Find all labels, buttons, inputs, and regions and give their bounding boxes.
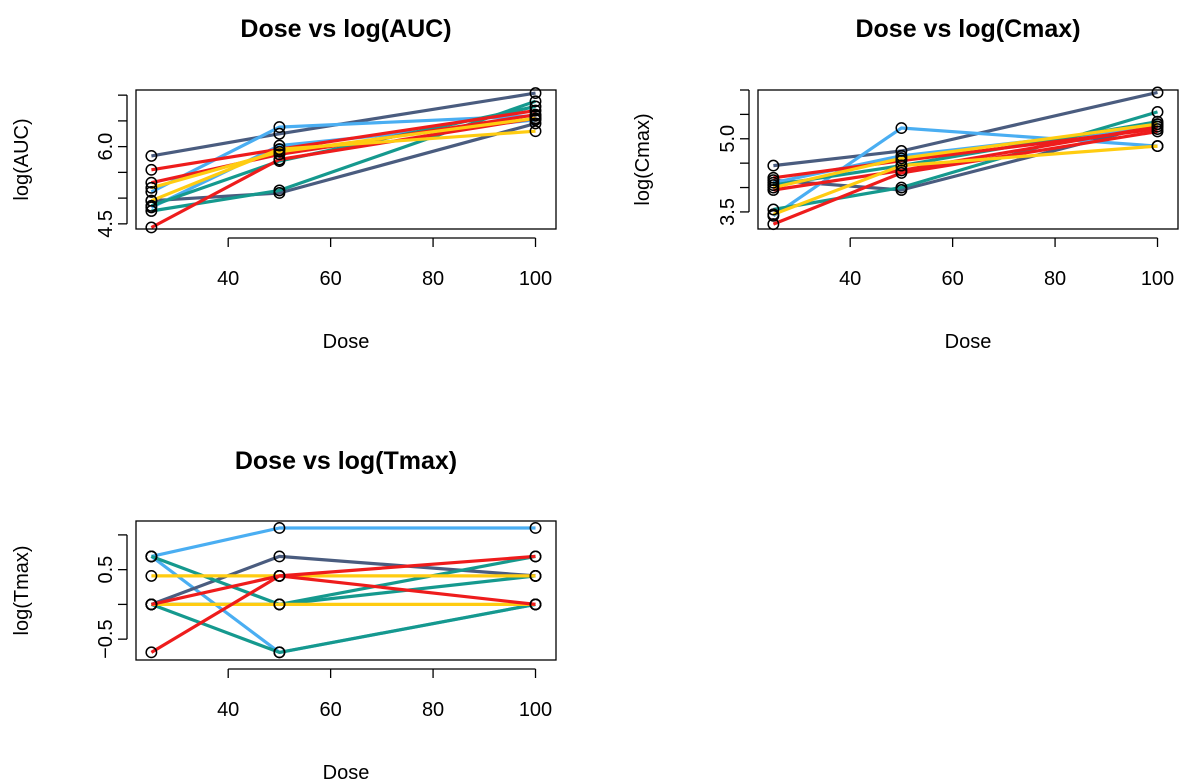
data-point <box>273 139 286 152</box>
data-point <box>767 208 780 221</box>
x-tick-label: 80 <box>1044 268 1066 290</box>
data-point <box>529 550 542 563</box>
x-tick-label: 60 <box>320 699 342 721</box>
y-tick-label: 6.0 <box>95 133 117 161</box>
data-point <box>1151 86 1164 99</box>
series-line-9 <box>772 129 1158 226</box>
data-point <box>895 181 908 194</box>
series-line-3 <box>150 114 536 194</box>
y-axis-label: log(Tmax) <box>11 545 33 635</box>
x-axis-label: Dose <box>323 762 370 784</box>
data-point <box>529 100 542 113</box>
data-point <box>273 646 286 659</box>
data-point <box>145 176 158 189</box>
y-tick-label: 0.5 <box>95 556 117 584</box>
data-point <box>529 117 542 130</box>
x-tick-label: 40 <box>217 699 239 721</box>
chart-title: Dose vs log(Cmax) <box>855 15 1080 43</box>
data-point <box>895 166 908 179</box>
data-point <box>1151 125 1164 138</box>
data-point <box>145 185 158 198</box>
plot-frame <box>135 89 557 230</box>
data-point <box>145 181 158 194</box>
x-tick-label: 80 <box>422 268 444 290</box>
data-point <box>273 145 286 158</box>
data-point <box>145 221 158 234</box>
data-point <box>529 87 542 100</box>
chart-title: Dose vs log(AUC) <box>240 15 451 43</box>
data-point <box>145 194 158 207</box>
series-line-2 <box>151 121 536 203</box>
data-point <box>767 181 780 194</box>
plot-frame <box>135 520 557 661</box>
data-point <box>767 159 780 172</box>
data-point <box>273 550 286 563</box>
data-point <box>145 598 158 611</box>
chart-panel-2: Dose vs log(Cmax) 40 60 80 100 Dose 3.5 5.0 log(… <box>632 15 1179 353</box>
x-tick-label: 100 <box>1141 268 1174 290</box>
series-line-10 <box>151 574 536 606</box>
x-tick-label: 100 <box>519 268 552 290</box>
x-tick-label: 60 <box>942 268 964 290</box>
y-tick-label: −0.5 <box>95 619 117 658</box>
y-tick-label: 5.0 <box>717 125 739 153</box>
x-tick-label: 60 <box>320 268 342 290</box>
chart-panel-1: Dose vs log(AUC) 40 60 80 100 Dose 4.5 6.0 log(A… <box>11 15 557 353</box>
data-point <box>895 159 908 172</box>
series-line-11 <box>773 122 1158 190</box>
data-point <box>273 127 286 140</box>
series-line-1 <box>151 526 536 558</box>
data-point <box>529 598 542 611</box>
y-tick-label: 4.5 <box>95 210 117 238</box>
chart-title: Dose vs log(Tmax) <box>235 447 457 475</box>
data-point <box>145 550 158 563</box>
data-point <box>529 104 542 117</box>
x-tick-label: 100 <box>519 699 552 721</box>
series-line-5 <box>150 602 536 655</box>
data-point <box>1151 140 1164 153</box>
x-tick-label: 80 <box>422 699 444 721</box>
y-axis-label: log(Cmax) <box>632 113 654 205</box>
data-point <box>273 569 286 582</box>
data-point <box>145 149 158 162</box>
data-point <box>1151 118 1164 131</box>
plot-frame <box>757 89 1179 230</box>
x-axis-label: Dose <box>323 331 370 353</box>
data-point <box>273 522 286 534</box>
data-point <box>529 522 542 534</box>
data-point <box>529 125 542 138</box>
x-tick-label: 40 <box>217 268 239 290</box>
data-point <box>145 163 158 176</box>
series-line-1 <box>151 91 536 158</box>
data-point <box>767 203 780 216</box>
data-point <box>145 646 158 659</box>
data-point <box>529 95 542 108</box>
data-point <box>145 569 158 582</box>
y-tick-label: 3.5 <box>717 198 739 226</box>
data-point <box>529 569 542 582</box>
data-point <box>273 598 286 611</box>
data-point <box>529 112 542 125</box>
data-point <box>273 121 286 134</box>
series-line-3 <box>150 554 536 606</box>
x-axis-label: Dose <box>945 331 992 353</box>
chart-panel-3: Dose vs log(Tmax) 40 60 80 100 Dose −0.5 0.5 log… <box>11 447 557 784</box>
series-line-10 <box>150 129 536 203</box>
data-point <box>145 199 158 212</box>
data-point <box>529 108 542 121</box>
series-line-11 <box>150 116 536 190</box>
data-point <box>895 152 908 165</box>
x-tick-label: 40 <box>839 268 861 290</box>
y-axis-label: log(AUC) <box>11 118 33 200</box>
data-point <box>895 122 908 134</box>
data-point <box>273 184 286 197</box>
